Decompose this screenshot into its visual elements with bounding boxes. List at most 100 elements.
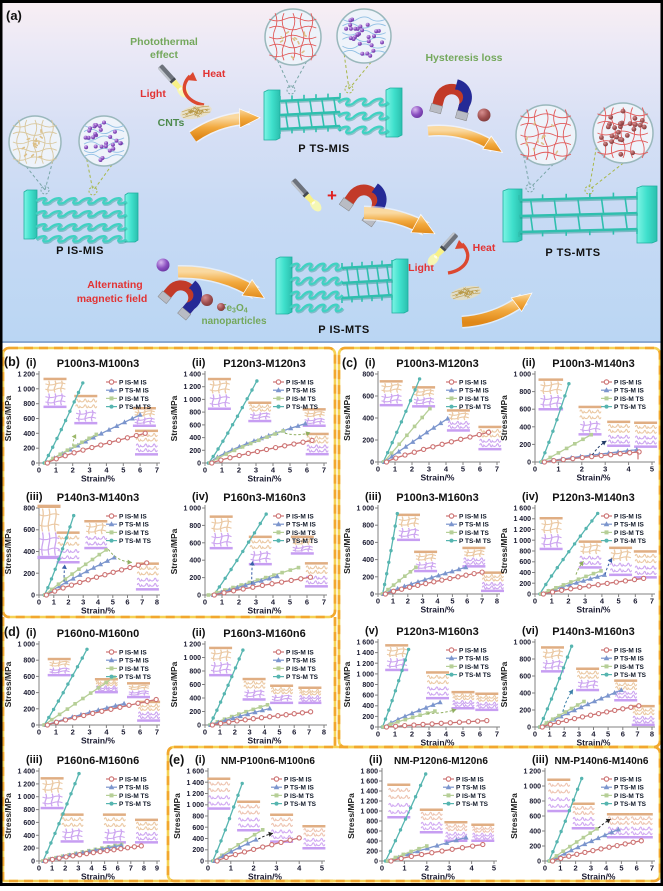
svg-text:800: 800 [23, 658, 35, 665]
svg-text:5: 5 [650, 465, 654, 474]
svg-text:3: 3 [603, 465, 607, 474]
svg-text:0: 0 [37, 466, 41, 475]
svg-text:6: 6 [116, 864, 120, 873]
svg-text:Stress/MPa: Stress/MPa [499, 528, 509, 574]
svg-text:600: 600 [23, 527, 35, 534]
svg-text:1 000: 1 000 [513, 640, 531, 647]
svg-text:(v): (v) [365, 625, 379, 637]
svg-text:5: 5 [111, 598, 115, 607]
svg-text:0: 0 [543, 864, 547, 873]
svg-text:3: 3 [421, 597, 425, 606]
svg-text:400: 400 [519, 424, 531, 431]
svg-text:600: 600 [362, 540, 374, 547]
svg-text:6: 6 [305, 466, 309, 475]
svg-text:6: 6 [635, 864, 639, 873]
svg-text:P IS-M TS: P IS-M TS [459, 530, 490, 537]
svg-text:5: 5 [606, 730, 610, 739]
svg-text:0: 0 [527, 592, 531, 599]
svg-text:600: 600 [23, 416, 35, 423]
svg-text:1 600: 1 600 [513, 506, 531, 513]
svg-text:P TS-M IS: P TS-M IS [614, 388, 645, 395]
svg-text:Alternating: Alternating [87, 279, 142, 291]
svg-text:P160n3-M160n6: P160n3-M160n6 [223, 628, 306, 640]
svg-text:7: 7 [155, 466, 159, 475]
svg-text:P IS-M TS: P IS-M TS [119, 396, 150, 403]
svg-text:3: 3 [248, 728, 252, 737]
svg-text:800: 800 [23, 506, 35, 513]
svg-text:3: 3 [254, 598, 258, 607]
svg-text:1 400: 1 400 [17, 769, 35, 776]
svg-text:2: 2 [562, 730, 566, 739]
svg-text:P IS-M TS: P IS-M TS [119, 666, 150, 673]
svg-text:Strain/%: Strain/% [81, 872, 115, 882]
svg-text:P TS-M IS: P TS-M IS [614, 785, 645, 792]
svg-text:1 000: 1 000 [360, 809, 378, 816]
svg-text:6: 6 [478, 465, 482, 474]
svg-text:1 800: 1 800 [360, 769, 378, 776]
svg-text:2: 2 [233, 728, 237, 737]
svg-text:3: 3 [447, 864, 451, 873]
svg-text:0: 0 [197, 723, 201, 730]
svg-text:1 600: 1 600 [360, 779, 378, 786]
svg-text:P TS-M IS: P TS-M IS [459, 388, 490, 395]
svg-text:2: 2 [406, 597, 410, 606]
svg-text:P IS-M TS: P IS-M TS [286, 396, 317, 403]
svg-text:P IS-M IS: P IS-M IS [286, 379, 314, 386]
svg-text:4: 4 [444, 465, 449, 474]
svg-text:0: 0 [376, 465, 380, 474]
svg-text:(iii): (iii) [532, 754, 549, 766]
svg-text:600: 600 [362, 693, 374, 700]
svg-text:Stress/MPa: Stress/MPa [499, 395, 509, 441]
svg-text:(ii): (ii) [192, 627, 206, 639]
svg-text:5: 5 [461, 730, 465, 739]
svg-text:3: 3 [577, 730, 581, 739]
svg-text:800: 800 [529, 799, 541, 806]
svg-text:1 400: 1 400 [183, 372, 201, 379]
svg-text:600: 600 [189, 682, 201, 689]
svg-text:5: 5 [121, 728, 125, 737]
svg-text:200: 200 [23, 706, 35, 713]
svg-text:6: 6 [633, 597, 637, 606]
svg-text:0: 0 [203, 598, 207, 607]
svg-text:7: 7 [307, 728, 311, 737]
svg-text:7: 7 [495, 730, 499, 739]
svg-text:magnetic field: magnetic field [77, 293, 148, 305]
svg-text:800: 800 [519, 657, 531, 664]
svg-text:1: 1 [50, 864, 54, 873]
svg-text:1 000: 1 000 [356, 671, 374, 678]
svg-text:7: 7 [650, 597, 654, 606]
svg-text:0: 0 [370, 725, 374, 732]
svg-text:2: 2 [63, 864, 67, 873]
svg-text:Strain/%: Strain/% [247, 736, 281, 746]
svg-text:P IS-M IS: P IS-M IS [459, 513, 487, 520]
svg-text:0: 0 [31, 859, 35, 866]
svg-text:1 000: 1 000 [186, 802, 204, 809]
svg-text:P IS-M TS: P IS-M TS [614, 664, 645, 671]
svg-text:200: 200 [192, 847, 204, 854]
svg-text:P TS-M IS: P TS-M IS [119, 522, 150, 529]
svg-text:600: 600 [529, 814, 541, 821]
svg-text:(iv): (iv) [522, 491, 539, 503]
svg-text:800: 800 [362, 372, 374, 379]
svg-text:0: 0 [200, 859, 204, 866]
svg-text:Light: Light [408, 262, 434, 274]
svg-text:P TS-M IS: P TS-M IS [119, 785, 150, 792]
svg-text:0: 0 [533, 465, 537, 474]
svg-text:8: 8 [155, 598, 159, 607]
svg-text:P IS-M IS: P IS-M IS [614, 776, 642, 783]
svg-text:P160n6-M160n6: P160n6-M160n6 [57, 755, 140, 767]
svg-text:Strain/%: Strain/% [81, 606, 115, 616]
svg-text:400: 400 [189, 558, 201, 565]
svg-text:6: 6 [138, 466, 142, 475]
svg-text:1 200: 1 200 [356, 661, 374, 668]
svg-text:1 200: 1 200 [183, 384, 201, 391]
svg-text:600: 600 [23, 674, 35, 681]
svg-text:0: 0 [37, 864, 41, 873]
svg-text:400: 400 [23, 833, 35, 840]
svg-text:4: 4 [262, 728, 267, 737]
svg-text:Stress/MPa: Stress/MPa [3, 793, 13, 839]
svg-text:(i): (i) [26, 357, 37, 369]
svg-text:P120n3-M140n3: P120n3-M140n3 [552, 492, 635, 504]
svg-text:P TS-M IS: P TS-M IS [119, 658, 150, 665]
svg-text:(e): (e) [169, 753, 184, 767]
